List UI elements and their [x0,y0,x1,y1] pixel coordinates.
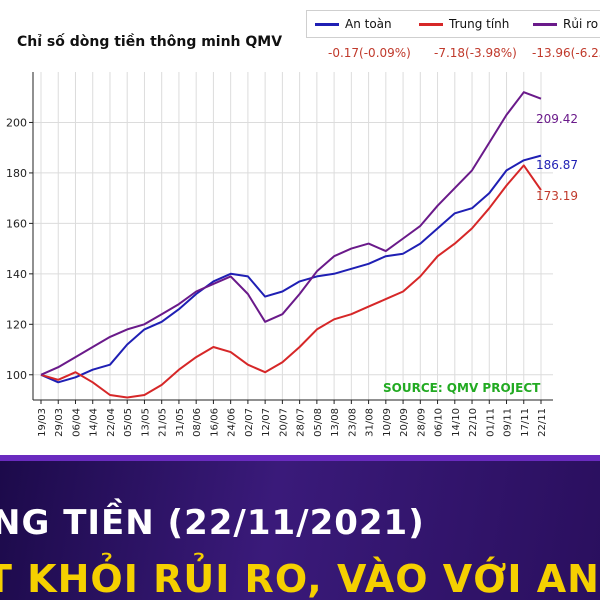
x-tick-label: 20/09 [399,408,410,437]
x-tick-label: 21/05 [158,408,169,437]
source-label: SOURCE: QMV PROJECT [383,381,541,395]
x-tick-label: 28/07 [296,408,307,437]
y-tick-label: 200 [6,116,27,129]
x-tick-label: 23/08 [347,408,358,437]
x-tick-label: 13/05 [140,408,151,437]
banner-subheadline: T KHỎI RỦI RO, VÀO VỚI AN TO [0,557,600,600]
x-tick-label: 06/04 [71,408,82,437]
legend-label-trung-tinh: Trung tính [449,17,510,31]
x-tick-label: 28/09 [416,408,427,437]
x-tick-label: 20/07 [278,408,289,437]
x-tick-label: 29/03 [54,408,65,437]
x-tick-label: 10/09 [382,408,393,437]
x-tick-label: 31/05 [175,408,186,437]
x-tick-label: 24/06 [227,408,238,437]
x-tick-label: 22/04 [106,408,117,437]
x-tick-label: 13/08 [330,408,341,437]
y-tick-label: 180 [6,167,27,180]
end-label-an-toan: 186.87 [536,158,578,172]
y-tick-label: 140 [6,268,27,281]
banner-accent-strip [0,455,600,461]
legend-swatch-trung-tinh [419,23,443,26]
banner-headline: NG TIỀN (22/11/2021) [0,503,425,543]
legend-label-an-toan: An toàn [345,17,392,31]
y-tick-label: 160 [6,217,27,230]
title-banner: NG TIỀN (22/11/2021) T KHỎI RỦI RO, VÀO … [0,455,600,600]
chart-title: Chỉ số dòng tiền thông minh QMV [17,34,283,50]
x-tick-label: 31/08 [365,408,376,437]
line-chart: 100 120 140 160 180 200 19/03 29/03 06/04 14/04 22… [6,72,553,437]
legend-label-rui-ro: Rủi ro [563,17,599,31]
change-an-toan: -0.17(-0.09%) [328,46,411,60]
end-label-rui-ro: 209.42 [536,112,578,126]
x-tick-label: 12/07 [261,408,272,437]
series-line-2 [40,91,542,376]
x-tick-label: 02/07 [244,408,255,437]
x-tick-label: 09/11 [503,408,514,437]
x-tick-label: 05/05 [123,408,134,437]
y-tick-label: 120 [6,318,27,331]
change-rui-ro: -13.96(-6.25 [532,46,600,60]
plot-area [33,72,553,400]
x-tick-label: 06/10 [434,408,445,437]
x-tick-label: 22/10 [468,408,479,437]
x-tick-label: 01/11 [485,408,496,437]
x-tick-label: 14/04 [89,408,100,437]
legend-swatch-rui-ro [533,23,557,26]
legend-item-trung-tinh: Trung tính [419,17,509,31]
x-tick-label: 16/06 [209,408,220,437]
end-label-trung-tinh: 173.19 [536,189,578,203]
legend-swatch-an-toan [315,23,339,26]
change-trung-tinh: -7.18(-3.98%) [434,46,517,60]
legend-item-rui-ro: Rủi ro [533,17,598,31]
series-line-0 [40,154,542,384]
series-line-1 [40,164,542,399]
legend: An toàn Trung tính Rủi ro [306,10,600,38]
y-tick-label: 100 [6,369,27,382]
chart-panel: 100 120 140 160 180 200 19/03 29/03 06/04 14/04 22… [6,10,600,437]
x-tick-label: 05/08 [313,408,324,437]
x-tick-label: 19/03 [37,408,48,437]
x-tick-label: 08/06 [192,408,203,437]
x-tick-label: 17/11 [520,408,531,437]
x-tick-label: 14/10 [451,408,462,437]
legend-item-an-toan: An toàn [315,17,392,31]
x-tick-label: 22/11 [537,408,548,437]
